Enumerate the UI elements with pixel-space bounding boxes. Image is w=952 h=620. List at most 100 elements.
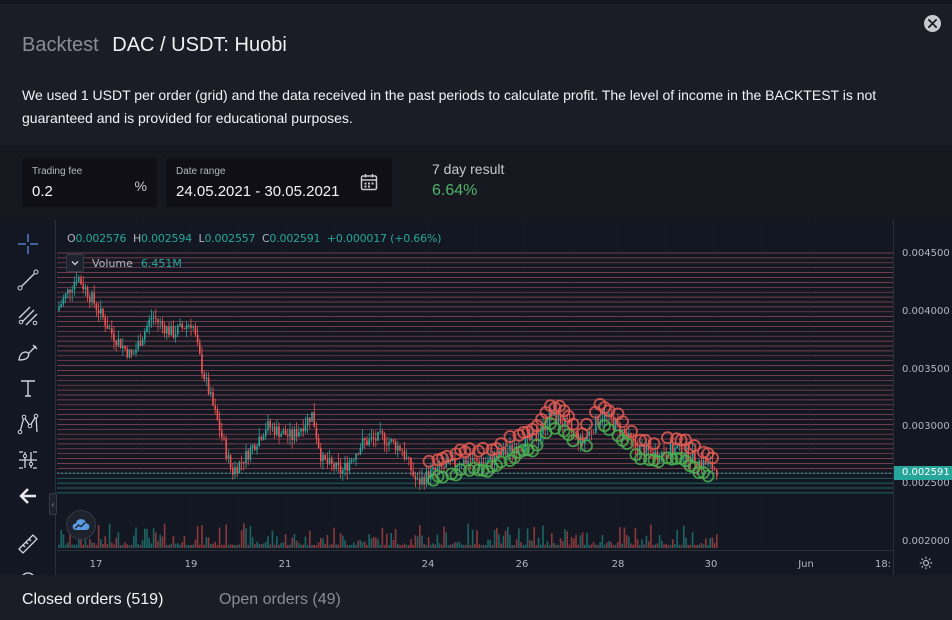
candle-body: [273, 426, 276, 435]
volume-bar: [71, 544, 73, 548]
candle-body: [555, 410, 557, 423]
sell-order-marker: [634, 433, 647, 447]
volume-bar: [111, 542, 113, 548]
candle-body: [416, 478, 419, 480]
candle-body: [388, 441, 390, 446]
volume-bar: [702, 544, 705, 548]
volume-bar: [383, 544, 386, 548]
candle-body: [342, 469, 344, 474]
candle-body: [496, 455, 498, 459]
candle-body: [258, 436, 260, 447]
candle-body: [463, 459, 465, 466]
date-range-field[interactable]: Date range 24.05.2021 - 30.05.2021: [166, 158, 392, 207]
volume-bar: [108, 523, 111, 548]
volume-bar: [291, 537, 293, 548]
gear-icon[interactable]: [919, 556, 933, 570]
candle-body: [271, 426, 274, 428]
price-tick: 0.003000: [902, 421, 950, 432]
volume-bar: [278, 545, 280, 548]
candle-body: [441, 463, 443, 467]
text-icon[interactable]: [14, 374, 42, 402]
volume-bar: [194, 539, 197, 548]
candle-body: [161, 321, 164, 326]
candle-body: [614, 419, 617, 429]
chevron-down-icon[interactable]: [66, 254, 84, 272]
date-range-value[interactable]: 24.05.2021 - 30.05.2021: [176, 183, 340, 200]
volume-bar: [584, 544, 586, 548]
candle-body: [379, 431, 381, 432]
candle-body: [711, 461, 714, 470]
candle-body: [80, 278, 82, 285]
time-axis[interactable]: 17 19 21 24 26 28 30 Jun 18:: [57, 550, 893, 575]
grid-levels: [57, 220, 893, 550]
candle-body: [67, 289, 69, 294]
volume-bar: [262, 543, 265, 548]
trading-fee-label: Trading fee: [32, 166, 83, 177]
crosshair-icon[interactable]: [14, 230, 42, 258]
buy-order-marker: [517, 443, 530, 457]
candle-body: [199, 342, 201, 354]
trendline-icon[interactable]: [14, 266, 42, 294]
volume-bar: [284, 534, 287, 548]
volume-bar: [161, 536, 164, 548]
measure-icon[interactable]: [14, 446, 42, 474]
calendar-icon[interactable]: [360, 173, 378, 191]
tab-closed-orders[interactable]: Closed orders (519): [22, 591, 164, 608]
volume-bar: [115, 537, 117, 548]
trading-fee-value[interactable]: 0.2: [32, 183, 53, 200]
volume-bar: [632, 544, 634, 548]
fib-icon[interactable]: [14, 302, 42, 330]
volume-bar: [478, 544, 480, 548]
volume-bar: [304, 536, 307, 548]
candle-body: [612, 418, 615, 429]
volume-bar: [674, 544, 676, 548]
volume-bar: [621, 543, 623, 548]
volume-bar: [566, 531, 568, 548]
volume-bar: [333, 527, 335, 548]
cloud-logo-icon[interactable]: [66, 510, 96, 540]
volume-bar: [579, 535, 582, 548]
price-axis[interactable]: 0.004500 0.004000 0.003500 0.003000 0.00…: [893, 220, 952, 575]
chart-widget[interactable]: ‹ O0.002576 H0.002594 L0.002557 C0.00259…: [0, 220, 952, 575]
time-tick: 18:: [874, 559, 892, 570]
candle-body: [315, 427, 318, 439]
volume-bar: [64, 544, 67, 548]
volume-bar: [434, 544, 436, 548]
tab-open-orders[interactable]: Open orders (49): [219, 591, 341, 608]
volume-bar: [540, 544, 542, 548]
volume-bar: [84, 538, 87, 548]
buy-order-marker: [548, 421, 562, 435]
candle-body: [91, 292, 93, 302]
candle-body: [223, 437, 225, 439]
candle-body: [282, 430, 285, 434]
time-tick: 30: [704, 559, 718, 570]
candle-body: [82, 284, 84, 290]
ruler-icon[interactable]: [14, 530, 42, 558]
candle-body: [328, 458, 331, 464]
candle-body: [394, 441, 397, 451]
candle-body: [168, 327, 170, 336]
candle-body: [535, 433, 538, 442]
toolbar-collapse-handle[interactable]: ‹: [49, 493, 57, 515]
candle-body: [309, 417, 311, 422]
pattern-icon[interactable]: [14, 410, 42, 438]
brush-icon[interactable]: [14, 338, 42, 366]
trading-fee-field[interactable]: Trading fee 0.2 %: [22, 158, 157, 207]
magnet-icon[interactable]: [14, 566, 42, 575]
volume-bar: [309, 530, 311, 548]
candle-body: [251, 445, 254, 448]
candle-body: [194, 327, 197, 335]
price-chart[interactable]: [57, 220, 893, 550]
back-arrow-icon[interactable]: [14, 482, 42, 510]
volume-bar: [157, 541, 159, 548]
volume-bar: [647, 541, 650, 548]
candle-body: [410, 458, 412, 471]
sell-order-marker: [706, 451, 719, 465]
candle-body: [619, 423, 621, 435]
buy-order-marker: [494, 455, 508, 469]
volume-bar: [691, 532, 694, 548]
volume-bar: [430, 544, 432, 548]
candle-body: [383, 433, 386, 445]
candle-body: [148, 319, 150, 327]
close-icon[interactable]: [924, 15, 941, 32]
